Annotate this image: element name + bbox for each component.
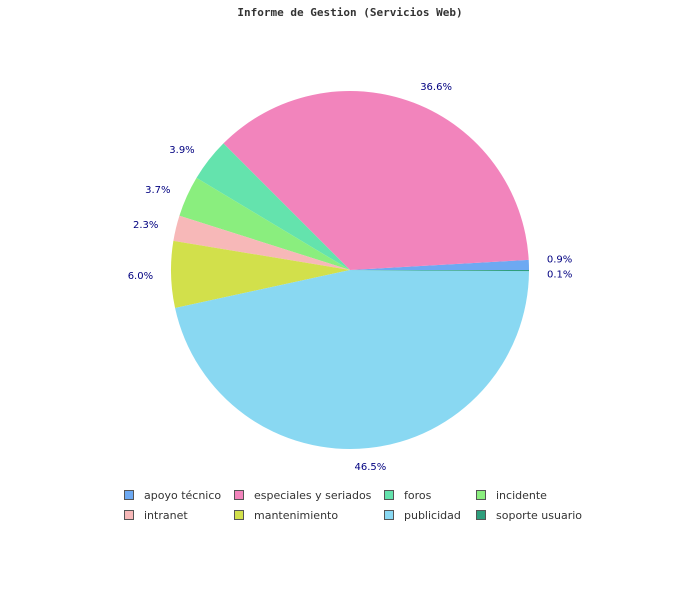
legend-item: soporte usuario bbox=[476, 508, 596, 522]
legend-swatch bbox=[234, 510, 244, 520]
pie-slice-publicidad bbox=[175, 270, 529, 450]
slice-value-label: 36.6% bbox=[420, 82, 452, 93]
pie-slice-foros bbox=[196, 143, 350, 270]
legend-label: incidente bbox=[496, 488, 547, 502]
legend: apoyo técnico especiales y seriados foros i… bbox=[124, 488, 604, 522]
slice-value-label: 3.9% bbox=[169, 145, 194, 156]
legend-item: apoyo técnico bbox=[124, 488, 234, 502]
legend-swatch bbox=[476, 510, 486, 520]
legend-item: foros bbox=[384, 488, 476, 502]
slice-value-label: 3.7% bbox=[145, 185, 170, 196]
legend-item: especiales y seriados bbox=[234, 488, 384, 502]
legend-item: intranet bbox=[124, 508, 234, 522]
legend-label: soporte usuario bbox=[496, 508, 582, 522]
legend-swatch bbox=[124, 490, 134, 500]
legend-item: mantenimiento bbox=[234, 508, 384, 522]
legend-swatch bbox=[384, 490, 394, 500]
legend-swatch bbox=[234, 490, 244, 500]
slice-value-label: 46.5% bbox=[355, 462, 387, 473]
slice-value-label: 2.3% bbox=[133, 220, 158, 231]
pie-slice-apoyo-técnico bbox=[350, 259, 529, 270]
slice-value-label: 6.0% bbox=[128, 271, 153, 282]
pie-slice-mantenimiento bbox=[170, 240, 350, 308]
pie-slice-incidente bbox=[179, 177, 350, 270]
slice-value-label: 0.9% bbox=[547, 254, 572, 265]
legend-item: incidente bbox=[476, 488, 596, 502]
legend-label: apoyo técnico bbox=[144, 488, 222, 502]
legend-swatch bbox=[124, 510, 134, 520]
legend-label: intranet bbox=[144, 508, 188, 522]
legend-label: publicidad bbox=[404, 508, 461, 522]
pie-slice-intranet bbox=[173, 215, 350, 270]
legend-swatch bbox=[476, 490, 486, 500]
chart-title: Informe de Gestion (Servicios Web) bbox=[237, 6, 463, 19]
legend-label: mantenimiento bbox=[254, 508, 339, 522]
pie-slice-especiales-y-seriados bbox=[223, 91, 529, 270]
legend-label: especiales y seriados bbox=[254, 488, 372, 502]
pie-slice-soporte-usuario bbox=[350, 270, 530, 272]
legend-swatch bbox=[384, 510, 394, 520]
legend-label: foros bbox=[404, 488, 432, 502]
slice-value-label: 0.1% bbox=[547, 270, 572, 281]
legend-item: publicidad bbox=[384, 508, 476, 522]
